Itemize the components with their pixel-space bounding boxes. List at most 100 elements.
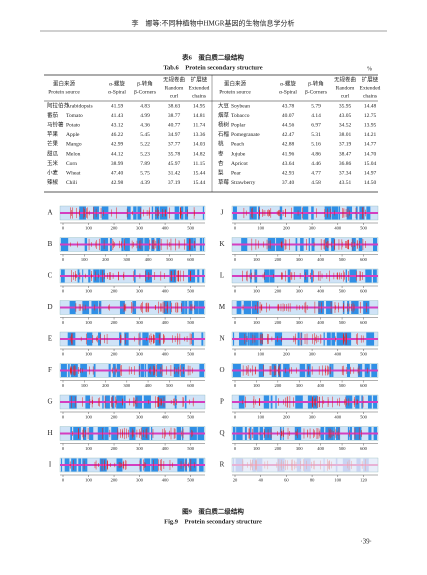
tick-label: 300 xyxy=(123,383,131,388)
strip-line xyxy=(232,275,378,277)
cell-value: 6.97 xyxy=(311,122,321,128)
strip-line xyxy=(232,369,378,372)
cell-cn: 杏 xyxy=(218,159,224,167)
tick-label: 300 xyxy=(296,383,304,388)
cell-value: 15.04 xyxy=(364,161,377,167)
tick-label: 100 xyxy=(85,478,93,483)
tick-label: 500 xyxy=(339,446,347,451)
tick-label: 300 xyxy=(296,289,304,294)
strip-line xyxy=(232,432,378,435)
tick-label: 100 xyxy=(253,320,261,325)
cell-en: Wheat xyxy=(66,170,81,176)
tick-label: 300 xyxy=(136,446,144,451)
tick-label: 0 xyxy=(62,415,65,420)
cell-en: Melon xyxy=(66,151,81,157)
strip-line xyxy=(60,369,205,372)
cell-value: 5.79 xyxy=(311,103,321,109)
tick-label: 100 xyxy=(85,226,93,231)
panel-label: P xyxy=(220,398,224,406)
column-header: α-Spiral xyxy=(279,89,297,95)
cell-cn: 甜瓜 xyxy=(47,149,59,157)
tick-label: 500 xyxy=(360,226,368,231)
tick-label: 400 xyxy=(162,446,170,451)
cell-value: 11.74 xyxy=(193,122,205,128)
cell-cn: 辣椒 xyxy=(47,178,59,186)
tick-label: 200 xyxy=(274,289,282,294)
figure-caption-cn: 图9 蛋白质二级结构 xyxy=(182,506,244,515)
column-header: 无规卷曲 xyxy=(334,75,356,83)
tick-label: 300 xyxy=(296,320,304,325)
strip-line xyxy=(60,401,205,403)
panel-label: E xyxy=(48,335,52,343)
cell-value: 38.01 xyxy=(339,132,352,138)
tick-label: 40 xyxy=(258,478,263,483)
tick-label: 300 xyxy=(136,289,144,294)
cell-value: 14.03 xyxy=(193,142,206,148)
tick-label: 400 xyxy=(334,226,342,231)
tick-label: 0 xyxy=(234,352,237,357)
cell-value: 44.12 xyxy=(111,151,124,157)
cell-value: 42.88 xyxy=(282,142,295,148)
tick-label: 500 xyxy=(187,226,195,231)
cell-en: Jujube xyxy=(231,151,246,157)
cell-value: 38.77 xyxy=(168,113,181,119)
cell-value: 35.95 xyxy=(339,103,352,109)
cell-value: 40.77 xyxy=(168,122,181,128)
cell-value: 31.42 xyxy=(168,170,181,176)
tick-label: 200 xyxy=(274,446,282,451)
tick-label: 500 xyxy=(187,415,195,420)
tick-label: 600 xyxy=(360,383,368,388)
cell-value: 4.99 xyxy=(140,113,150,119)
tick-label: 200 xyxy=(283,415,291,420)
tick-label: 400 xyxy=(317,383,325,388)
tick-label: 200 xyxy=(283,226,291,231)
tick-label: 400 xyxy=(162,226,170,231)
cell-value: 34.52 xyxy=(339,122,352,128)
cell-en: Apricot xyxy=(231,161,248,167)
tick-label: 0 xyxy=(234,289,237,294)
tick-label: 100 xyxy=(85,446,93,451)
tick-label: 400 xyxy=(334,352,342,357)
cell-cn: 大豆 xyxy=(218,101,230,109)
tick-label: 500 xyxy=(339,383,347,388)
column-header: Protein source xyxy=(219,89,251,95)
cell-value: 41.59 xyxy=(111,103,124,109)
strip-line xyxy=(60,306,205,309)
tick-label: 0 xyxy=(234,415,237,420)
column-header: Random xyxy=(336,85,355,91)
cell-value: 43.64 xyxy=(282,161,295,167)
cell-value: 35.78 xyxy=(168,151,181,157)
tick-label: 400 xyxy=(317,257,325,262)
tick-label: 200 xyxy=(111,415,119,420)
tick-label: 200 xyxy=(102,383,110,388)
tick-label: 0 xyxy=(62,257,65,262)
tick-label: 120 xyxy=(360,478,368,483)
strip-line xyxy=(60,275,205,277)
cell-value: 4.36 xyxy=(140,122,150,128)
cell-value: 37.34 xyxy=(339,170,352,176)
cell-en: Strawberry xyxy=(231,180,256,186)
tick-label: 300 xyxy=(296,446,304,451)
cell-value: 4.14 xyxy=(311,113,321,119)
strip-line xyxy=(232,243,378,246)
tick-label: 100 xyxy=(85,289,93,294)
tick-label: 400 xyxy=(145,257,153,262)
cell-cn: 玉米 xyxy=(47,159,59,167)
cell-value: 14.82 xyxy=(193,151,206,157)
tick-label: 0 xyxy=(62,226,65,231)
tick-label: 500 xyxy=(339,320,347,325)
tick-label: 500 xyxy=(339,289,347,294)
tick-label: 100 xyxy=(81,257,89,262)
cell-value: 5.16 xyxy=(311,142,321,148)
cell-value: 38.47 xyxy=(339,151,352,157)
cell-en: Mango xyxy=(66,142,82,148)
panel-label: L xyxy=(220,272,224,280)
tick-label: 200 xyxy=(283,352,291,357)
cell-en: Soybean xyxy=(231,103,250,109)
column-header: β-Corners xyxy=(305,89,327,95)
tick-label: 0 xyxy=(234,226,237,231)
panel-label: O xyxy=(219,366,224,374)
cell-en: Apple xyxy=(66,132,80,138)
cell-value: 14.70 xyxy=(364,151,377,157)
cell-value: 43.51 xyxy=(339,180,352,186)
